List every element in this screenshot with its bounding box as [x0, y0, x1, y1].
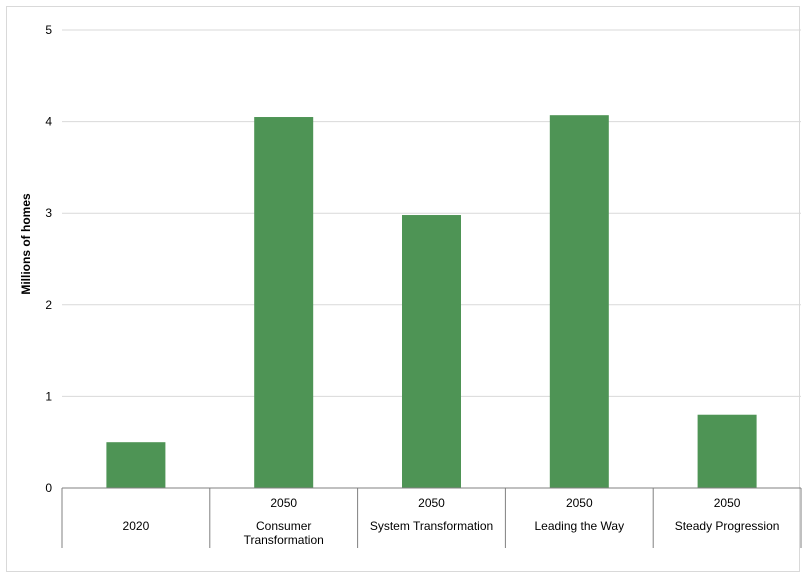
y-tick-labels: 0 1 2 3 4 5: [45, 23, 52, 495]
category-label-4: Leading the Way: [534, 519, 624, 533]
category-group-label-2: 2050: [270, 496, 297, 510]
y-tick-label-1: 1: [45, 389, 52, 403]
bar-5: [697, 414, 757, 488]
y-tick-label-2: 2: [45, 298, 52, 312]
category-label-1: 2020: [123, 519, 150, 533]
y-tick-label-3: 3: [45, 206, 52, 220]
category-axis: 2020 2050 Consumer Transformation 2050 System…: [61, 487, 802, 548]
category-label-3: System Transformation: [370, 519, 493, 533]
category-label-2: Consumer Transformation: [244, 519, 324, 547]
bar-1: [106, 442, 166, 488]
bar-2: [254, 117, 314, 489]
category-group-label-5: 2050: [714, 496, 741, 510]
y-tick-label-4: 4: [45, 115, 52, 129]
category-group-label-4: 2050: [566, 496, 593, 510]
y-axis-title: Millions of homes: [19, 193, 33, 295]
y-tick-label-5: 5: [45, 23, 52, 37]
category-group-label-3: 2050: [418, 496, 445, 510]
category-label-5: Steady Progression: [675, 519, 780, 533]
bar-3: [402, 215, 461, 489]
bar-4: [549, 115, 609, 489]
bars: [106, 115, 757, 489]
y-tick-label-0: 0: [45, 481, 52, 495]
